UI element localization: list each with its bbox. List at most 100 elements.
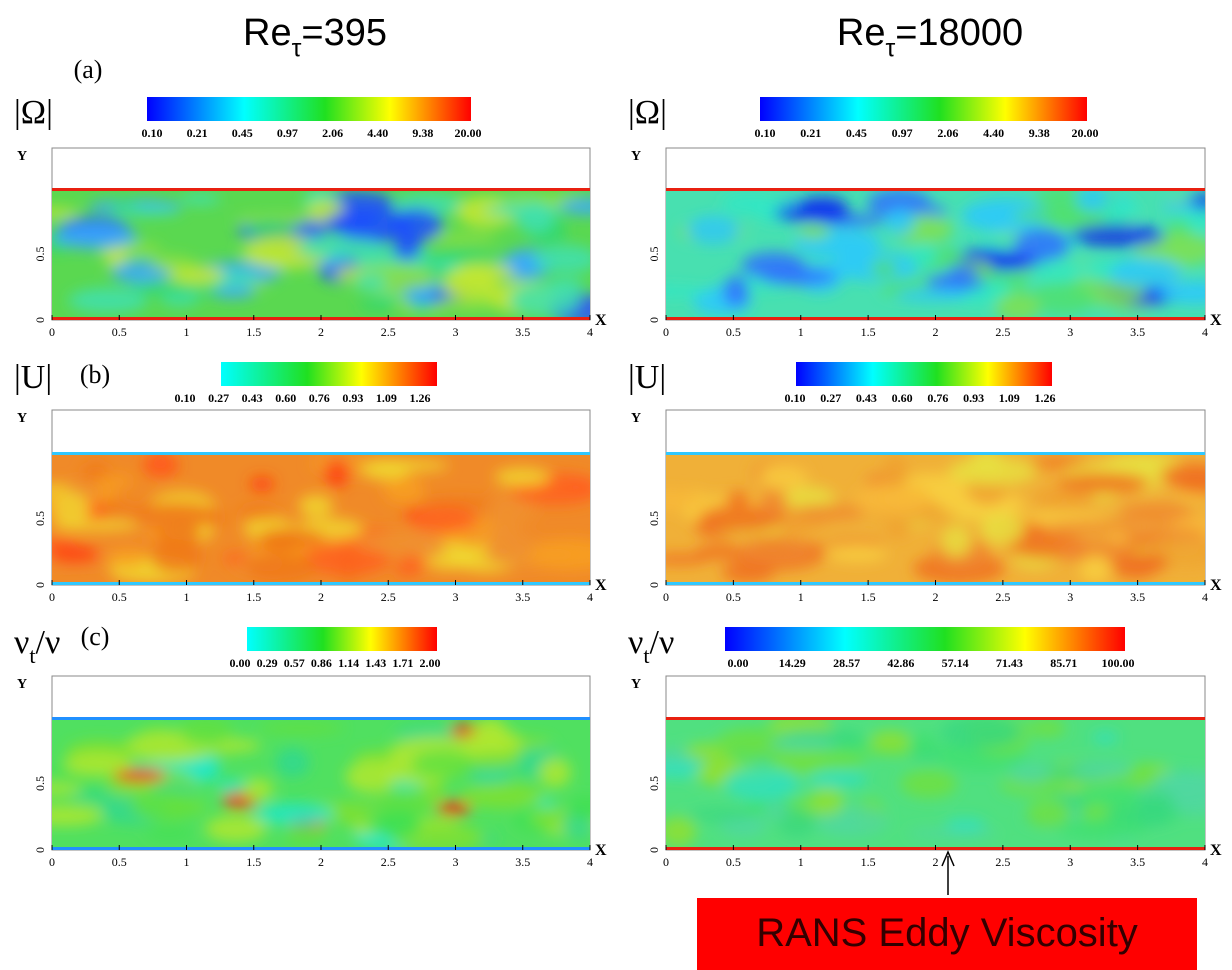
column-title-rest: =18000 (895, 12, 1023, 54)
field-blob (222, 553, 248, 565)
field-blob (1026, 799, 1071, 828)
x-tick-label: 3 (453, 855, 459, 869)
contour-field (52, 452, 590, 585)
x-tick-label: 0 (663, 325, 669, 339)
field-blob (494, 467, 551, 487)
field-blob (1007, 763, 1053, 784)
field-blob (1033, 487, 1095, 509)
field-blob (144, 828, 195, 839)
quantity-label: νt/ν (628, 624, 674, 668)
colorbar-tick: 57.14 (942, 656, 969, 670)
x-tick-label: 1 (184, 325, 190, 339)
field-blob (1044, 520, 1137, 533)
colorbar-tick: 9.38 (412, 126, 433, 140)
field-blob (92, 475, 134, 487)
field-blob (63, 752, 134, 777)
field-blob (797, 224, 831, 240)
quantity-label-sub: t (643, 643, 650, 668)
field-blob (325, 209, 413, 239)
field-blob (539, 757, 571, 788)
field-blob (792, 504, 867, 521)
x-axis-label: X (1210, 312, 1222, 329)
x-tick-label: 1.5 (861, 855, 876, 869)
contour-field (666, 188, 1205, 320)
column-title-sub: τ (292, 35, 302, 62)
colorbar-tick: 1.43 (365, 656, 386, 670)
colorbar-tick: 4.40 (983, 126, 1004, 140)
colorbar-tick: 71.43 (996, 656, 1023, 670)
field-blob (524, 539, 590, 571)
field-blob (473, 717, 508, 748)
colorbar-tick: 0.93 (963, 391, 984, 405)
field-blob (940, 526, 972, 558)
field-blob (52, 545, 102, 565)
field-blob (1091, 731, 1119, 744)
field-blob (1136, 790, 1176, 820)
colorbar-tick: 1.09 (376, 391, 397, 405)
colorbar-tick: 1.09 (999, 391, 1020, 405)
field-blob (759, 488, 787, 517)
field-blob (910, 732, 937, 757)
field-blob (146, 452, 174, 477)
y-axis-label: Y (631, 149, 641, 164)
field-blob (298, 494, 334, 517)
colorbar-tick: 0.27 (208, 391, 229, 405)
field-blob (870, 259, 898, 277)
x-tick-label: 0.5 (112, 855, 127, 869)
colorbar (796, 362, 1052, 386)
colorbar-tick: 0.43 (856, 391, 877, 405)
annotation-box (697, 898, 1197, 970)
field-blob (666, 489, 706, 512)
field-blob (70, 790, 115, 802)
field-blob (725, 491, 751, 507)
field-blob (948, 456, 1038, 486)
field-blob (1109, 257, 1182, 289)
x-tick-label: 0.5 (726, 590, 741, 604)
field-blobs (52, 717, 590, 850)
field-blob (741, 252, 806, 281)
colorbar-tick: 1.71 (392, 656, 413, 670)
colorbar-tick: 85.71 (1050, 656, 1077, 670)
colorbar (221, 362, 437, 386)
wall-top (666, 717, 1205, 720)
x-tick-label: 1.5 (246, 855, 261, 869)
colorbar-tick: 0.97 (892, 126, 913, 140)
y-tick-label: 0.5 (647, 776, 661, 791)
field-blob (666, 286, 710, 298)
field-blob (945, 817, 987, 832)
y-tick-label: 0 (647, 582, 661, 588)
x-tick-label: 4 (587, 590, 593, 604)
colorbar-tick: 0.57 (284, 656, 305, 670)
field-blob (685, 743, 729, 760)
colorbar-tick: 0.86 (311, 656, 332, 670)
field-blob (1072, 761, 1136, 780)
colorbar-tick: 0.00 (728, 656, 749, 670)
field-blob (687, 808, 752, 822)
field-blob (275, 747, 310, 778)
y-tick-label: 0.5 (647, 247, 661, 262)
field-blob (854, 482, 933, 516)
field-blob (546, 278, 586, 295)
wall-top (52, 188, 590, 191)
contour-field (52, 717, 590, 850)
field-blob (101, 499, 129, 516)
field-blob (560, 197, 590, 216)
field-blob (723, 275, 749, 308)
x-tick-label: 1 (798, 855, 804, 869)
x-tick-label: 0.5 (726, 325, 741, 339)
field-blob (302, 543, 391, 576)
x-tick-label: 2.5 (995, 855, 1010, 869)
x-axis-label: X (1210, 842, 1222, 859)
field-blob (723, 766, 800, 801)
field-blob (1030, 281, 1096, 315)
x-tick-label: 2 (318, 590, 324, 604)
field-blob (911, 243, 937, 267)
colorbar-tick: 0.45 (846, 126, 867, 140)
field-blob (826, 538, 886, 549)
field-blob (488, 532, 536, 559)
colorbar-tick: 20.00 (455, 126, 482, 140)
field-blob (867, 188, 931, 218)
field-blob (1118, 502, 1194, 525)
field-blob (1158, 280, 1205, 305)
field-blobs (666, 188, 1205, 320)
